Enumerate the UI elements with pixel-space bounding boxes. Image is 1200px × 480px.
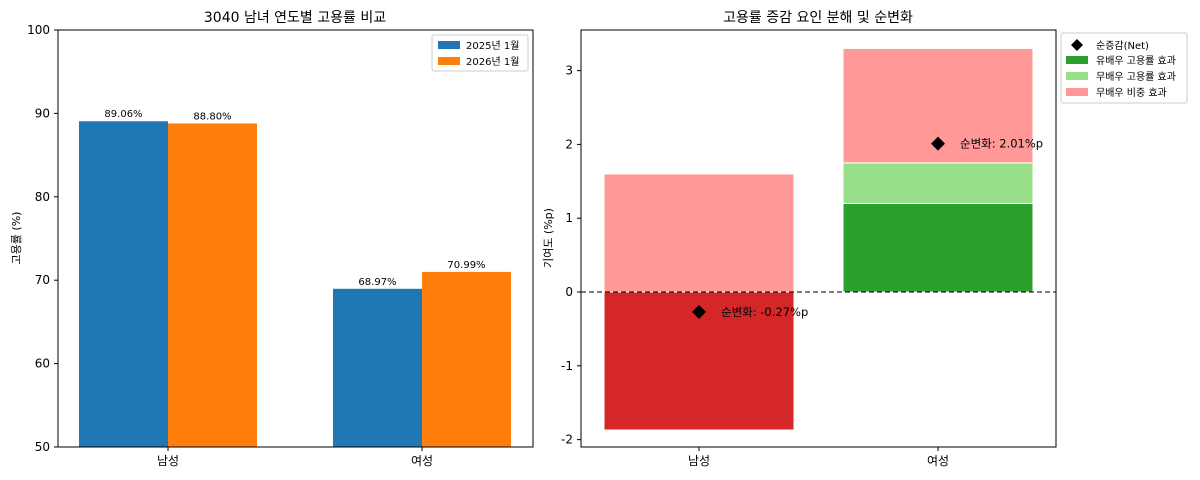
left-chart-title: 3040 남녀 연도별 고용률 비교	[204, 10, 386, 26]
right-x-tick-label-1: 남성	[688, 454, 710, 468]
stack-bar-3-1	[603, 173, 795, 293]
data-label-2-1: 88.80%	[193, 111, 231, 122]
left-y-tick-label-50: 50	[35, 440, 50, 454]
stack-bar-1-2	[842, 202, 1034, 293]
right-legend-label-2: 무배우 고용률 효과	[1096, 71, 1176, 83]
right-chart: 고용률 증감 요인 분해 및 순변화 순변화: -0.27%p 순변화: 2.01…	[542, 10, 1188, 468]
left-legend-label-1: 2025년 1월	[466, 40, 519, 52]
left-y-tick-label-100: 100	[27, 23, 50, 37]
right-legend-swatch-2	[1066, 72, 1088, 80]
left-legend-swatch-2	[438, 57, 460, 65]
right-legend-label-1: 유배우 고용률 효과	[1096, 55, 1176, 67]
data-label-2-2: 70.99%	[447, 260, 485, 271]
bar-1-2	[333, 288, 422, 447]
right-y-tick-label--2: -2	[561, 433, 573, 447]
left-y-tick-label-70: 70	[35, 273, 50, 287]
left-plot-frame	[57, 29, 534, 448]
right-y-axis-label: 기여도 (%p)	[542, 208, 555, 268]
left-legend-label-2: 2026년 1월	[466, 56, 519, 68]
bar-2-2	[422, 271, 511, 447]
right-x-tick-label-2: 여성	[927, 454, 949, 468]
right-legend-label-net: 순증감(Net)	[1096, 40, 1149, 52]
net-marker-1	[692, 304, 706, 319]
net-annotation-2: 순변화: 2.01%p	[960, 137, 1043, 151]
left-legend: 2025년 1월 2026년 1월	[431, 34, 529, 72]
data-label-1-2: 68.97%	[358, 277, 396, 288]
right-legend-marker-net	[1071, 39, 1083, 51]
bar-1-1	[79, 121, 168, 448]
right-y-tick-label-2: 2	[565, 137, 573, 151]
left-chart: 3040 남녀 연도별 고용률 비교 89.06% 68.97% 88.80% 70.…	[10, 10, 534, 468]
right-y-tick-label--1: -1	[561, 359, 573, 373]
left-y-tick-label-80: 80	[35, 190, 50, 204]
right-legend-swatch-1	[1066, 56, 1088, 64]
left-y-axis-label: 고용률 (%)	[10, 212, 23, 265]
right-chart-title: 고용률 증감 요인 분해 및 순변화	[723, 10, 913, 26]
left-x-tick-label-2: 여성	[411, 454, 433, 468]
right-plot-area: 순변화: -0.27%p 순변화: 2.01%p -2 -1 0 1 2 3 남성 여성	[561, 47, 1056, 468]
left-legend-swatch-1	[438, 41, 460, 49]
stack-bar-2-2	[842, 162, 1034, 204]
left-y-tick-label-60: 60	[35, 357, 50, 371]
right-y-tick-label-3: 3	[565, 64, 573, 78]
net-marker-2	[931, 136, 945, 151]
left-y-tick-label-90: 90	[35, 106, 50, 120]
data-label-1-1: 89.06%	[104, 109, 142, 120]
left-plot-area: 89.06% 68.97% 88.80% 70.99% 50 60 70 80 90 100 남성 여…	[27, 23, 511, 468]
net-annotation-1: 순변화: -0.27%p	[721, 305, 808, 319]
right-legend-box	[1060, 32, 1188, 104]
right-y-tick-label-0: 0	[565, 285, 573, 299]
right-plot-frame	[580, 29, 1057, 448]
right-y-tick-label-1: 1	[565, 211, 573, 225]
bar-2-1	[168, 123, 257, 448]
right-legend-label-3: 무배우 비중 효과	[1096, 87, 1167, 99]
right-legend-swatch-3	[1066, 88, 1088, 96]
left-x-tick-label-1: 남성	[157, 454, 179, 468]
